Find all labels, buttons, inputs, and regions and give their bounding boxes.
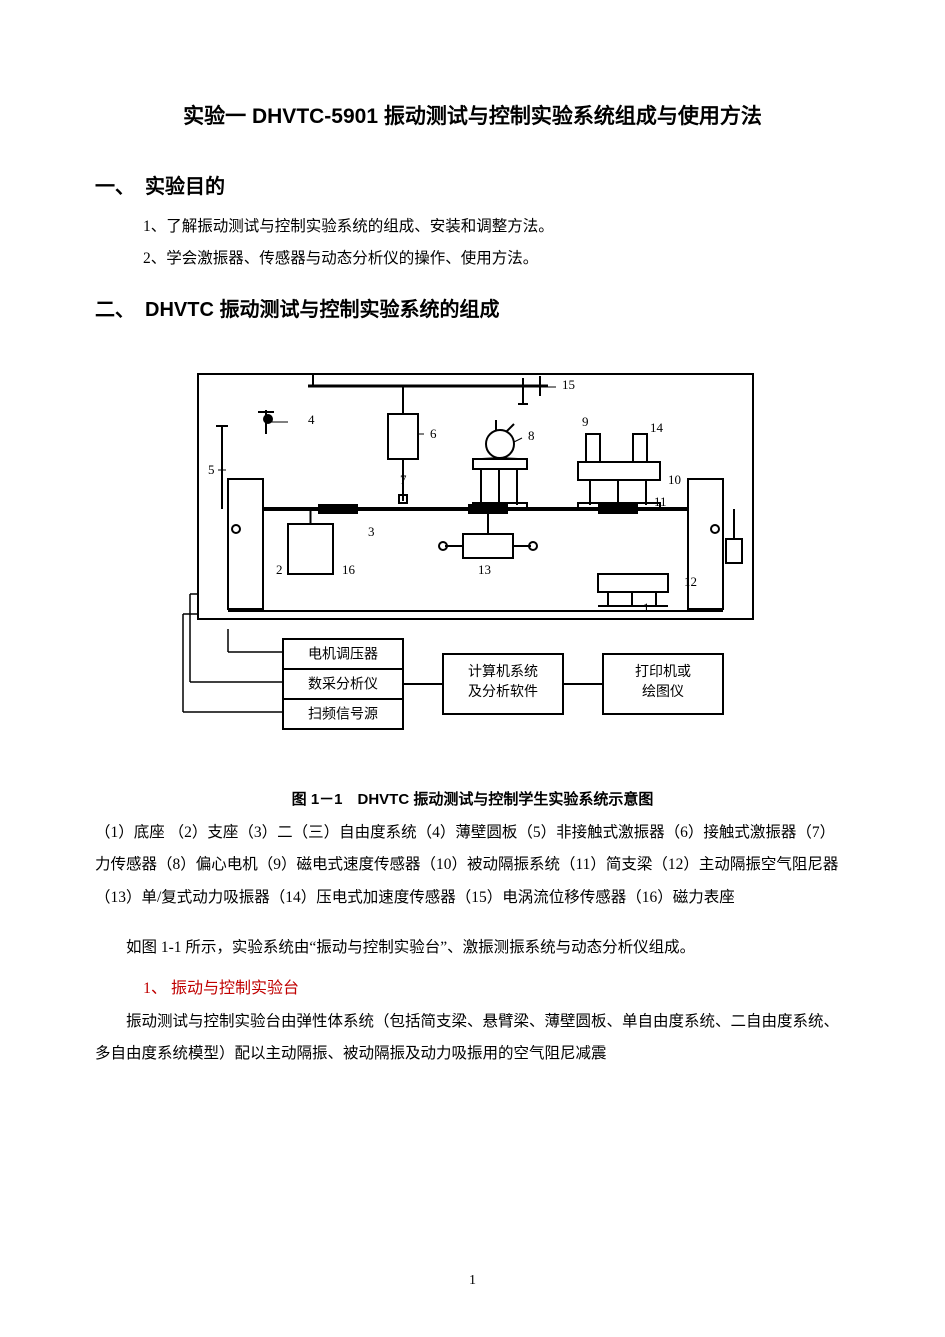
section-1-heading: 一、 实验目的 [95,170,850,199]
svg-text:7: 7 [400,472,407,487]
svg-text:打印机或: 打印机或 [635,663,691,680]
svg-text:绘图仪: 绘图仪 [642,684,684,700]
section-1-item-1: 1、了解振动测试与控制实验系统的组成、安装和调整方法。 [143,211,850,243]
svg-text:电机调压器: 电机调压器 [308,646,378,662]
svg-text:计算机系统: 计算机系统 [468,664,538,680]
paragraph-intro: 如图 1-1 所示，实验系统由“振动与控制实验台”、激振测振系统与动态分析仪组成… [95,932,850,964]
figure-caption: 图 1－1 DHVTC 振动测试与控制学生实验系统示意图 [292,788,654,809]
section-1-item-2: 2、学会激振器、传感器与动态分析仪的操作、使用方法。 [143,243,850,275]
subsection-heading: 1、 振动与控制实验台 [143,974,850,998]
figure-legend: （1）底座 （2）支座（3）二（三）自由度系统（4）薄壁圆板（5）非接触式激振器… [95,817,850,915]
svg-text:数采分析仪: 数采分析仪 [308,676,378,692]
page-number: 1 [0,1273,945,1289]
svg-text:11: 11 [654,494,667,509]
svg-text:3: 3 [368,524,375,539]
svg-text:15: 15 [562,377,575,392]
paragraph-body: 振动测试与控制实验台由弹性体系统（包括简支梁、悬臂梁、薄壁圆板、单自由度系统、二… [95,1006,850,1070]
svg-text:12: 12 [684,574,697,589]
svg-text:16: 16 [342,562,356,577]
svg-text:扫频信号源: 扫频信号源 [308,706,378,722]
svg-text:6: 6 [430,426,437,441]
figure-1-1: 电机调压器数采分析仪扫频信号源计算机系统及分析软件打印机或绘图仪12345678… [95,334,850,809]
svg-text:10: 10 [668,472,681,487]
svg-text:9: 9 [582,414,589,429]
svg-text:4: 4 [308,412,315,427]
svg-text:14: 14 [650,420,664,435]
svg-text:1: 1 [643,600,650,615]
schematic-diagram: 电机调压器数采分析仪扫频信号源计算机系统及分析软件打印机或绘图仪12345678… [168,334,778,774]
section-2-heading: 二、 DHVTC 振动测试与控制实验系统的组成 [95,293,850,322]
svg-text:及分析软件: 及分析软件 [468,684,538,700]
svg-text:5: 5 [208,462,215,477]
svg-text:2: 2 [276,562,283,577]
svg-text:13: 13 [478,562,491,577]
svg-text:8: 8 [528,428,535,443]
doc-title: 实验一 DHVTC-5901 振动测试与控制实验系统组成与使用方法 [95,100,850,130]
